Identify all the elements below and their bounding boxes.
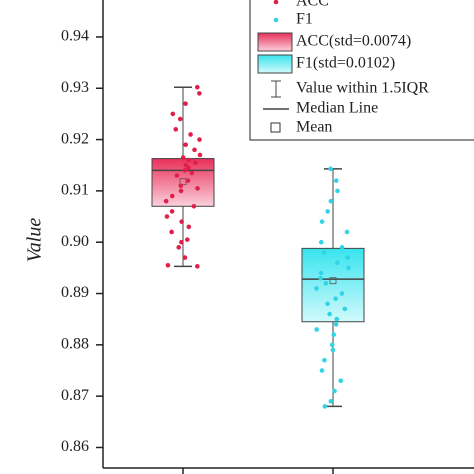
- data-point: [328, 398, 334, 404]
- data-point: [192, 147, 197, 153]
- legend-swatch: [257, 54, 293, 74]
- data-point: [318, 270, 324, 276]
- data-point: [176, 245, 182, 250]
- data-point: [185, 178, 191, 183]
- data-point: [163, 198, 169, 204]
- data-point: [182, 255, 188, 260]
- data-point: [325, 209, 330, 214]
- legend-point: [273, 17, 279, 23]
- legend-swatch: [257, 32, 293, 52]
- data-point: [346, 265, 351, 271]
- y-tick-label: 0.89: [61, 284, 89, 301]
- data-point: [339, 291, 345, 296]
- data-point: [191, 203, 197, 209]
- data-point: [328, 198, 334, 204]
- data-point: [178, 188, 184, 194]
- data-point: [333, 178, 339, 183]
- legend-label: Value within 1.5IQR: [296, 80, 429, 97]
- data-point: [332, 388, 337, 394]
- data-point: [333, 322, 339, 327]
- data-point: [193, 160, 198, 165]
- legend-label: F1(std=0.0102): [296, 55, 395, 72]
- data-point: [184, 237, 190, 242]
- data-point: [195, 264, 200, 269]
- data-point: [183, 101, 188, 106]
- mean-marker: [329, 277, 337, 285]
- data-point: [322, 357, 327, 363]
- y-tick-label: 0.90: [61, 233, 89, 250]
- data-point: [182, 168, 188, 173]
- y-tick-label: 0.86: [61, 438, 89, 455]
- data-point: [321, 250, 327, 255]
- data-point: [329, 342, 335, 348]
- data-point: [318, 275, 323, 281]
- data-point: [180, 155, 186, 160]
- data-point: [319, 368, 325, 373]
- data-point: [339, 245, 345, 250]
- box: [301, 247, 365, 323]
- data-point: [325, 301, 330, 307]
- legend-point: [273, 0, 279, 5]
- data-point: [173, 127, 179, 132]
- data-point: [344, 229, 350, 235]
- data-point: [323, 280, 329, 286]
- data-point: [328, 166, 333, 172]
- data-point: [334, 316, 340, 322]
- data-point: [165, 263, 171, 268]
- legend-label: ACC: [296, 0, 329, 10]
- data-point: [179, 239, 184, 245]
- data-point: [195, 186, 200, 191]
- legend-label: Mean: [296, 119, 332, 136]
- data-point: [186, 157, 192, 163]
- y-tick-label: 0.87: [61, 387, 89, 404]
- data-point: [189, 170, 195, 176]
- data-point: [322, 404, 328, 409]
- data-point: [333, 296, 338, 301]
- y-tick-label: 0.93: [61, 79, 89, 96]
- y-tick-label: 0.91: [61, 182, 89, 199]
- data-point: [169, 229, 174, 235]
- legend-label: ACC(std=0.0074): [296, 33, 411, 50]
- box: [151, 158, 215, 207]
- data-point: [327, 311, 332, 317]
- data-point: [169, 193, 175, 199]
- legend-mean: [270, 122, 281, 133]
- data-point: [342, 306, 348, 312]
- data-point: [170, 111, 176, 117]
- data-point: [179, 219, 184, 224]
- legend-label: Median Line: [296, 100, 378, 117]
- y-tick-label: 0.92: [61, 130, 89, 147]
- legend-label: F1: [296, 11, 313, 28]
- data-point: [338, 378, 344, 384]
- data-point: [169, 209, 175, 214]
- data-point: [335, 188, 340, 194]
- data-point: [188, 132, 193, 137]
- data-point: [174, 173, 180, 178]
- data-point: [164, 214, 170, 219]
- data-point: [197, 137, 202, 142]
- data-point: [183, 142, 189, 148]
- y-axis-label: Value: [24, 218, 46, 263]
- data-point: [194, 84, 200, 90]
- data-point: [197, 152, 203, 158]
- data-point: [183, 162, 189, 168]
- data-point: [177, 116, 183, 122]
- y-tick-label: 0.94: [61, 28, 89, 45]
- data-point: [186, 224, 192, 230]
- data-point: [314, 286, 319, 291]
- data-point: [335, 260, 340, 266]
- data-point: [319, 219, 325, 224]
- data-point: [197, 91, 202, 96]
- data-point: [318, 239, 324, 245]
- data-point: [345, 255, 351, 260]
- y-tick-label: 0.88: [61, 336, 89, 353]
- data-point: [330, 347, 336, 353]
- data-point: [314, 327, 319, 332]
- data-point: [178, 183, 184, 189]
- data-point: [331, 332, 337, 337]
